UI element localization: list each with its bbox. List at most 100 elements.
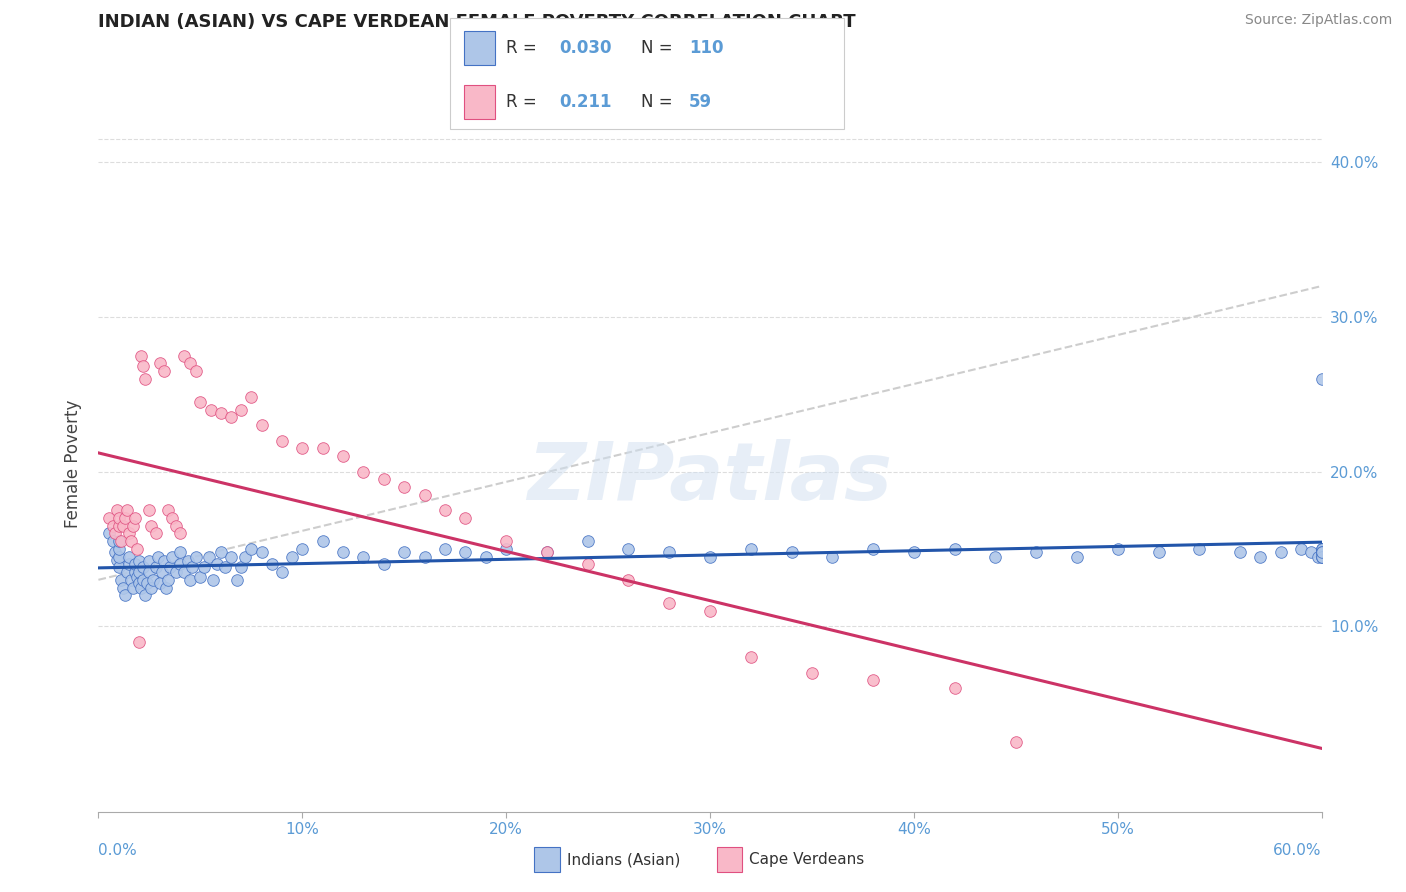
Point [200, 402, 222, 417]
Text: 0.0%: 0.0% [98, 843, 138, 858]
Point [1310, 541, 1333, 556]
Point [193, 560, 215, 574]
Point [141, 581, 163, 595]
Point [120, 534, 142, 549]
Point [146, 549, 169, 564]
Point [165, 518, 187, 533]
Point [1249, 549, 1271, 564]
Point [142, 573, 165, 587]
Point [474, 549, 498, 564]
Point [1310, 545, 1333, 559]
Point [1310, 549, 1333, 564]
Point [332, 545, 354, 559]
Text: Source: ZipAtlas.com: Source: ZipAtlas.com [1244, 13, 1392, 28]
Point [250, 545, 273, 559]
Point [617, 573, 640, 587]
Point [1310, 545, 1333, 559]
Point [1310, 545, 1333, 559]
Point [740, 541, 762, 556]
Point [862, 541, 884, 556]
Point [128, 634, 150, 648]
Point [124, 558, 146, 572]
Point [454, 511, 477, 525]
Point [1310, 545, 1333, 559]
Point [1301, 545, 1323, 559]
Point [111, 518, 134, 533]
Text: 0.211: 0.211 [560, 93, 612, 111]
Point [186, 364, 208, 378]
Point [108, 511, 131, 525]
Point [311, 534, 335, 549]
Y-axis label: Female Poverty: Female Poverty [65, 400, 83, 528]
Point [291, 541, 314, 556]
Point [136, 575, 159, 590]
Point [150, 565, 173, 579]
Point [120, 573, 142, 587]
Point [115, 565, 138, 579]
Point [1066, 549, 1088, 564]
Point [780, 545, 803, 559]
Point [138, 565, 160, 579]
Point [104, 526, 127, 541]
Point [173, 565, 195, 579]
Point [219, 549, 242, 564]
Point [110, 573, 132, 587]
Point [101, 518, 124, 533]
Point [179, 356, 201, 370]
Point [311, 442, 335, 456]
Point [1306, 549, 1329, 564]
Point [617, 541, 640, 556]
Point [576, 558, 599, 572]
Point [145, 526, 167, 541]
Point [231, 560, 253, 574]
Point [118, 526, 141, 541]
Point [821, 549, 844, 564]
Point [127, 570, 149, 584]
Point [124, 511, 146, 525]
Point [105, 503, 128, 517]
Point [214, 560, 236, 574]
Point [132, 359, 155, 374]
Point [413, 549, 436, 564]
Point [1147, 545, 1170, 559]
Text: INDIAN (ASIAN) VS CAPE VERDEAN FEMALE POVERTY CORRELATION CHART: INDIAN (ASIAN) VS CAPE VERDEAN FEMALE PO… [98, 13, 856, 31]
Point [433, 503, 456, 517]
Point [903, 545, 925, 559]
Point [177, 554, 200, 568]
Point [1025, 545, 1047, 559]
Point [1270, 545, 1292, 559]
Point [97, 526, 120, 541]
Point [699, 604, 721, 618]
Point [156, 573, 179, 587]
Point [576, 534, 599, 549]
Point [179, 573, 201, 587]
Point [132, 560, 155, 574]
Point [108, 534, 131, 549]
Point [134, 588, 156, 602]
Point [149, 575, 172, 590]
Point [270, 434, 292, 448]
Point [373, 558, 395, 572]
Point [536, 545, 558, 559]
Point [1310, 549, 1333, 564]
Point [118, 549, 141, 564]
Point [108, 560, 131, 574]
Point [240, 390, 263, 404]
Point [658, 545, 681, 559]
Point [165, 565, 187, 579]
Point [201, 573, 224, 587]
Point [104, 545, 127, 559]
Point [124, 565, 146, 579]
Point [454, 545, 477, 559]
Point [122, 518, 145, 533]
Text: ZIPatlas: ZIPatlas [527, 439, 893, 516]
Point [145, 560, 167, 574]
Point [233, 549, 256, 564]
Text: R =: R = [506, 93, 547, 111]
Point [129, 349, 152, 363]
Point [155, 581, 177, 595]
Point [141, 518, 163, 533]
Point [138, 554, 160, 568]
Point [1289, 541, 1312, 556]
Point [240, 541, 263, 556]
